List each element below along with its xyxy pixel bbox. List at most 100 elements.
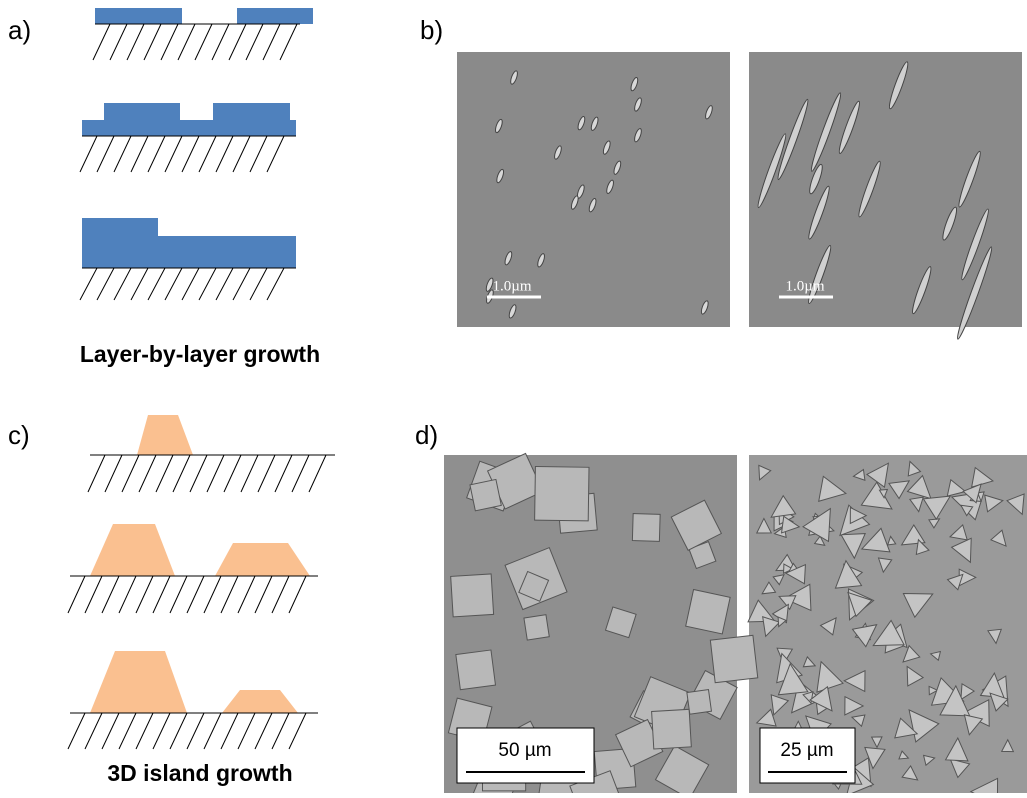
hatch [263,24,280,60]
hatch [212,24,229,60]
hatch [204,576,221,613]
panel-label: b) [420,15,443,45]
layer [82,120,296,136]
hatch [165,268,182,300]
hatch [68,713,85,749]
layer [95,8,182,24]
hatch [216,136,233,172]
hatch [204,713,221,749]
panel-label: a) [8,15,31,45]
island [222,690,298,713]
hatch [153,576,170,613]
decoration [68,8,1027,793]
hatch [221,713,238,749]
hatch [102,576,119,613]
scale-bar-label: 50 µm [498,740,551,761]
hatch [161,24,178,60]
hatch [272,576,289,613]
hatch [250,268,267,300]
hatch [238,713,255,749]
hatch [144,24,161,60]
hatch [221,576,238,613]
hatch [187,713,204,749]
hatch [110,24,127,60]
hatch [156,455,173,492]
crystal [686,589,730,633]
hatch [207,455,224,492]
hatch [182,136,199,172]
hatch [102,713,119,749]
hatch [178,24,195,60]
hatch [114,136,131,172]
hatch [233,136,250,172]
hatch [68,576,85,613]
hatch [131,268,148,300]
crystal [456,650,496,690]
crystal [652,709,692,749]
hatch [148,268,165,300]
hatch [280,24,297,60]
hatch [229,24,246,60]
hatch [119,713,136,749]
hatch [85,713,102,749]
hatch [97,136,114,172]
crystal [632,514,660,542]
crystal [451,574,494,617]
hatch [139,455,156,492]
hatch [309,455,326,492]
caption: 3D island growth [107,760,292,786]
scale-bar-label: 1.0µm [785,278,824,294]
hatch [170,576,187,613]
panel-label: c) [8,420,30,450]
crystal [687,690,712,715]
figure: a) b) c) d) Layer-by-layer growth 3D isl… [0,0,1027,793]
hatch [80,268,97,300]
hatch [93,24,110,60]
hatch [255,713,272,749]
hatch [233,268,250,300]
hatch [255,576,272,613]
hatch [119,576,136,613]
hatch [289,576,306,613]
hatch [267,136,284,172]
hatch [127,24,144,60]
island [90,524,175,576]
hatch [122,455,139,492]
hatch [289,713,306,749]
crystal [524,615,549,640]
crystal [470,479,501,510]
hatch [238,576,255,613]
panel-label: d) [415,420,438,450]
hatch [246,24,263,60]
hatch [85,576,102,613]
hatch [199,268,216,300]
hatch [190,455,207,492]
hatch [88,455,105,492]
crystal [535,467,589,521]
hatch [114,268,131,300]
island [90,651,187,713]
layer [104,103,180,121]
hatch [170,713,187,749]
hatch [182,268,199,300]
hatch [153,713,170,749]
hatch [250,136,267,172]
hatch [224,455,241,492]
hatch [258,455,275,492]
layer [213,103,290,121]
hatch [199,136,216,172]
crystal [710,635,757,682]
layer [237,8,313,24]
hatch [187,576,204,613]
island [215,543,310,576]
hatch [165,136,182,172]
hatch [292,455,309,492]
layer [82,218,158,237]
hatch [131,136,148,172]
hatch [105,455,122,492]
hatch [267,268,284,300]
hatch [173,455,190,492]
hatch [272,713,289,749]
hatch [195,24,212,60]
caption: Layer-by-layer growth [80,341,320,367]
